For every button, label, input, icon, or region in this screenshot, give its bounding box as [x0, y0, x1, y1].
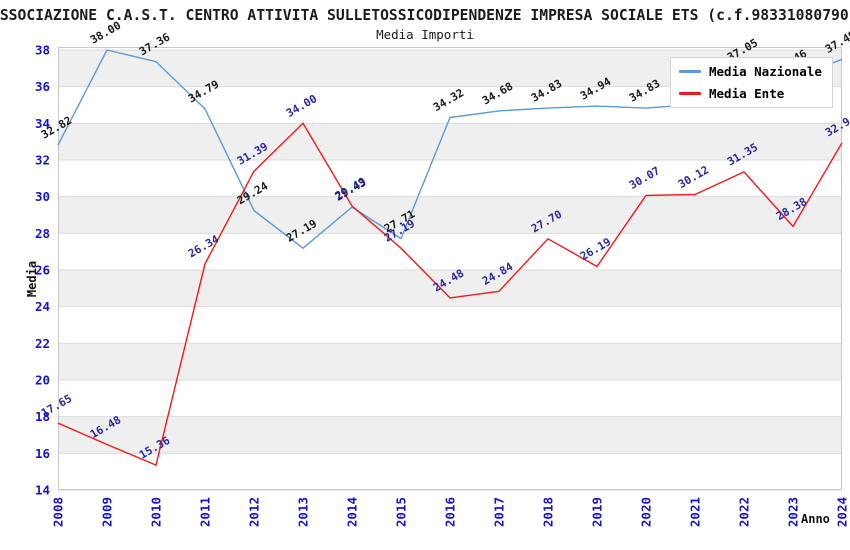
chart-title: ASSOCIAZIONE C.A.S.T. CENTRO ATTIVITA SU… [0, 7, 849, 24]
x-tick-label: 2019 [590, 497, 605, 527]
series-line-1 [57, 122, 843, 466]
legend-label-media-ente: Media Ente [709, 86, 785, 101]
x-tick-label: 2020 [639, 497, 654, 527]
legend-item-media-nazionale: Media Nazionale [679, 64, 822, 79]
media-ente-line-swatch [679, 92, 701, 95]
y-tick-label: 28 [35, 226, 50, 241]
y-tick-label: 18 [35, 409, 50, 424]
data-label: 34.32 [431, 86, 466, 114]
x-tick-labels: 2008 2009 2010 2011 2012 2013 2014 2015 2016 2017… [51, 497, 850, 527]
x-tick-label: 2018 [541, 497, 556, 527]
grid-bands [58, 50, 842, 454]
plot-border [58, 47, 842, 490]
legend: Media Nazionale Media Ente [670, 57, 833, 108]
data-label: 26.19 [578, 235, 613, 263]
data-label: 17.65 [39, 392, 74, 420]
x-tick-label: 2011 [198, 497, 213, 527]
x-tick-label: 2008 [51, 497, 66, 527]
x-tick-label: 2012 [247, 497, 262, 527]
x-tick-label: 2022 [737, 497, 752, 527]
x-tick-label: 2017 [492, 497, 507, 527]
y-tick-label: 20 [35, 373, 50, 388]
legend-label-media-nazionale: Media Nazionale [709, 64, 822, 79]
x-tick-label: 2010 [149, 497, 164, 527]
data-label: 26.34 [186, 232, 222, 260]
legend-item-media-ente: Media Ente [679, 86, 822, 101]
y-tick-label: 14 [35, 483, 50, 498]
chart-subtitle: Media Importi [376, 27, 474, 42]
x-tick-label: 2013 [296, 497, 311, 527]
x-tick-label: 2024 [835, 497, 850, 527]
media-nazionale-line-swatch [679, 70, 701, 73]
y-tick-label: 24 [35, 299, 50, 314]
x-tick-label: 2023 [786, 497, 801, 527]
y-tick-label: 38 [35, 43, 50, 58]
y-tick-label: 22 [35, 336, 50, 351]
x-tick-label: 2016 [443, 497, 458, 527]
y-tick-labels: 14 16 18 20 22 24 26 28 30 32 34 36 38 [35, 43, 50, 498]
data-label: 32.94 [823, 111, 850, 139]
data-label: 34.00 [284, 92, 319, 120]
y-tick-label: 34 [35, 116, 50, 131]
x-tick-label: 2021 [688, 497, 703, 527]
y-tick-label: 30 [35, 189, 50, 204]
gridlines [58, 49, 842, 491]
x-tick-label: 2009 [100, 497, 115, 527]
plot-area: 14 16 18 20 22 24 26 28 30 32 34 36 38 2008 2009 2010 20… [35, 19, 850, 527]
y-tick-label: 26 [35, 263, 50, 278]
x-axis-label: Anno [801, 512, 830, 526]
x-tick-label: 2015 [394, 497, 409, 527]
y-tick-label: 36 [35, 79, 50, 94]
x-tick-label: 2014 [345, 497, 360, 527]
data-label: 30.07 [627, 164, 662, 192]
data-label: 30.12 [676, 163, 711, 191]
y-tick-label: 32 [35, 153, 50, 168]
y-tick-label: 16 [35, 446, 50, 461]
